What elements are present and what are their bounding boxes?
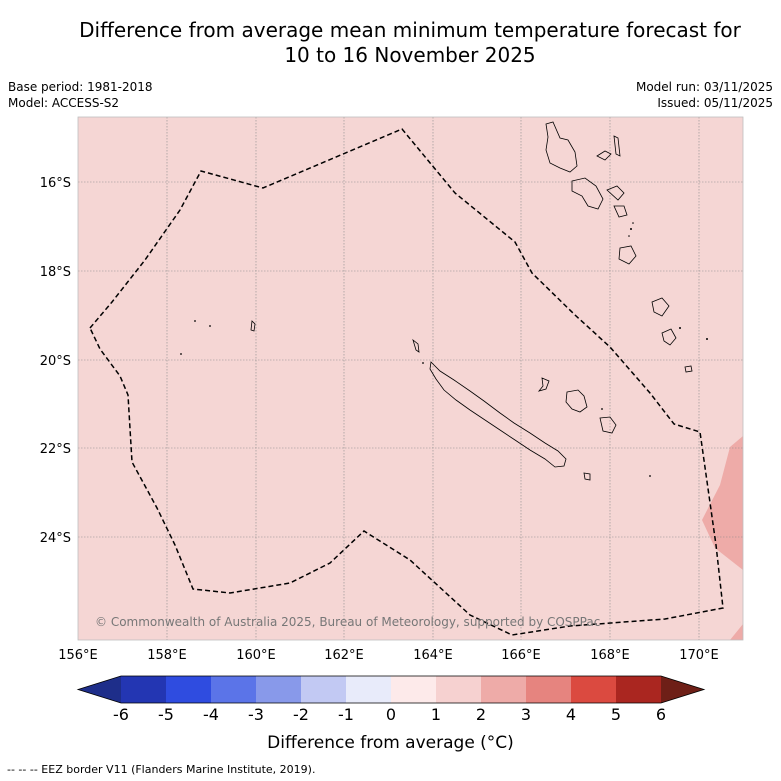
eez-footnote: -- -- -- EEZ border V11 (Flanders Marine… [7,763,316,776]
colorbar-segment [346,676,391,703]
colorbar-tick-label: -5 [158,705,174,724]
issued-date: Issued: 05/11/2025 [657,96,773,110]
vanuatu-espiritu-santo [545,121,578,173]
base-period: Base period: 1981-2018 [8,80,153,94]
islet [180,353,182,355]
lon-label: 164°E [413,648,453,663]
colorbar-tick-label: 3 [520,705,532,724]
colorbar-outline [76,675,706,704]
colorbar-tick-label: -6 [113,705,129,724]
coastlines [250,121,693,481]
meta-left: Base period: 1981-2018 Model: ACCESS-S2 [8,79,153,111]
colorbar-tick-label: 5 [610,705,622,724]
colorbar [76,675,706,704]
colorbar-tick-label: 1 [430,705,442,724]
vanuatu-ambae [596,150,612,161]
colorbar-tick-label: 6 [655,705,667,724]
colorbar-segment [526,676,571,703]
lon-label: 162°E [324,648,364,663]
loyalty-mare [599,416,617,434]
islet [706,338,708,340]
islet [628,235,630,237]
colorbar-segment [571,676,616,703]
lat-label: 18°S [40,265,71,280]
colorbar-extend-high [661,676,704,703]
colorbar-segment [301,676,346,703]
colorbar-segment [391,676,436,703]
lat-label: 20°S [40,354,71,369]
loyalty-ouvea [537,377,550,392]
vanuatu-pentecost [606,185,625,201]
vanuatu-maewo [613,135,621,157]
lat-labels: 16°S 18°S 20°S 22°S 24°S [40,176,71,546]
colorbar-tick-label: 2 [475,705,487,724]
islet [649,475,651,477]
lon-label: 166°E [501,648,541,663]
lon-label: 160°E [236,648,276,663]
colorbar-title: Difference from average (°C) [267,733,514,753]
vanuatu-aneityum [684,365,693,373]
lon-labels: 156°E 158°E 160°E 162°E 164°E 166°E 168°… [58,648,719,663]
colorbar-segment [436,676,481,703]
islet [632,222,634,224]
colorbar-tick-label: -4 [203,705,219,724]
colorbar-tick-label: -1 [338,705,354,724]
chesterfield-islet [250,320,256,332]
islet [422,362,424,364]
islet [601,408,603,410]
vanuatu-tanna [661,328,677,346]
colorbar-segment [256,676,301,703]
model-name: Model: ACCESS-S2 [8,96,120,110]
lon-label: 158°E [147,648,187,663]
colorbar-segment [481,676,526,703]
islet [209,325,211,327]
colorbar-extend-low [78,676,121,703]
colorbar-segment [211,676,256,703]
title-line-1: Difference from average mean minimum tem… [79,18,741,42]
vanuatu-epi [613,205,628,218]
lat-label: 24°S [40,531,71,546]
colorbar-segment [121,676,166,703]
colorbar-segment [166,676,211,703]
lat-label: 22°S [40,442,71,457]
warm-anomaly-patch-corner [730,624,743,640]
vanuatu-malekula [571,177,604,210]
vanuatu-erromango [651,297,670,317]
lon-label: 156°E [58,648,98,663]
warm-anomaly-patch [702,436,743,570]
map-title: Difference from average mean minimum tem… [40,18,780,68]
gridlines [78,117,743,640]
islet [679,327,681,329]
model-run: Model run: 03/11/2025 [635,80,773,94]
map-frame [77,116,744,641]
colorbar-tick-label: 0 [385,705,397,724]
title-line-2: 10 to 16 November 2025 [284,43,536,67]
islet [194,320,196,322]
small-islets [180,222,708,477]
lat-label: 16°S [40,176,71,191]
meta-right: Model run: 03/11/2025 Issued: 05/11/2025 [636,79,773,111]
colorbar-tick-label: -3 [248,705,264,724]
lon-label: 170°E [679,648,719,663]
lon-label: 168°E [590,648,630,663]
new-caledonia-grande-terre [429,361,567,468]
vanuatu-efate [618,245,637,265]
colorbar-segment [616,676,661,703]
loyalty-lifou [565,389,588,413]
islet [630,228,632,230]
map-area [78,117,743,640]
copyright-text: © Commonwealth of Australia 2025, Bureau… [95,615,600,629]
colorbar-tick-label: 4 [565,705,577,724]
isle-of-pines [583,472,591,481]
colorbar-tick-label: -2 [293,705,309,724]
eez-border [89,128,724,636]
belep-islands [412,338,420,353]
